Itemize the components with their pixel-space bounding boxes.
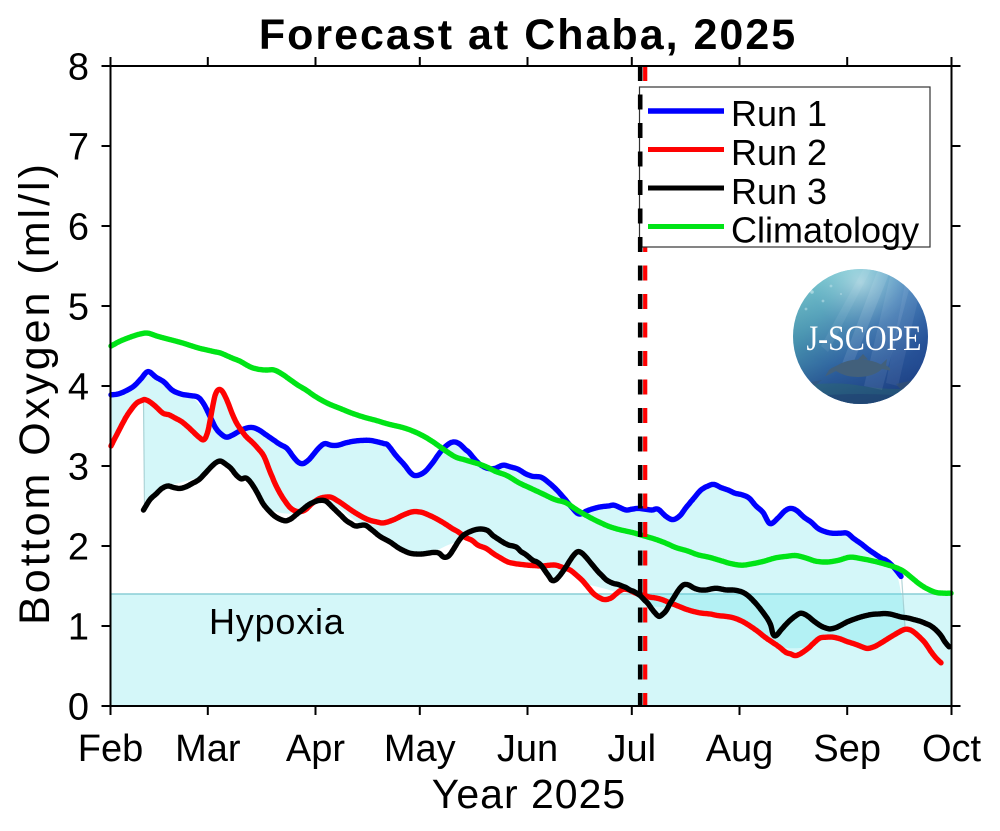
svg-text:5: 5: [68, 287, 89, 329]
svg-text:J-SCOPE: J-SCOPE: [807, 318, 922, 358]
svg-text:Jun: Jun: [497, 728, 558, 770]
svg-text:Run 2: Run 2: [731, 132, 827, 173]
svg-text:Mar: Mar: [175, 728, 241, 770]
svg-text:6: 6: [68, 207, 89, 249]
svg-text:8: 8: [68, 47, 89, 89]
svg-text:Run 3: Run 3: [731, 171, 827, 212]
svg-text:Jul: Jul: [608, 728, 657, 770]
svg-text:Feb: Feb: [78, 728, 143, 770]
svg-text:7: 7: [68, 127, 89, 169]
svg-text:0: 0: [68, 687, 89, 729]
svg-text:4: 4: [68, 367, 89, 409]
svg-text:Climatology: Climatology: [731, 210, 919, 251]
svg-text:Sep: Sep: [813, 728, 881, 770]
svg-text:May: May: [384, 728, 456, 770]
svg-text:3: 3: [68, 447, 89, 489]
svg-text:Apr: Apr: [286, 728, 345, 770]
svg-text:Hypoxia: Hypoxia: [209, 601, 345, 642]
svg-text:Aug: Aug: [706, 728, 774, 770]
svg-text:1: 1: [68, 607, 89, 649]
svg-text:Forecast at Chaba, 2025: Forecast at Chaba, 2025: [259, 11, 797, 59]
svg-text:Bottom Oxygen (ml/l): Bottom Oxygen (ml/l): [11, 161, 59, 625]
svg-text:Run 1: Run 1: [731, 93, 827, 134]
svg-text:Oct: Oct: [922, 728, 982, 770]
svg-text:Year 2025: Year 2025: [432, 771, 626, 817]
svg-text:2: 2: [68, 527, 89, 569]
